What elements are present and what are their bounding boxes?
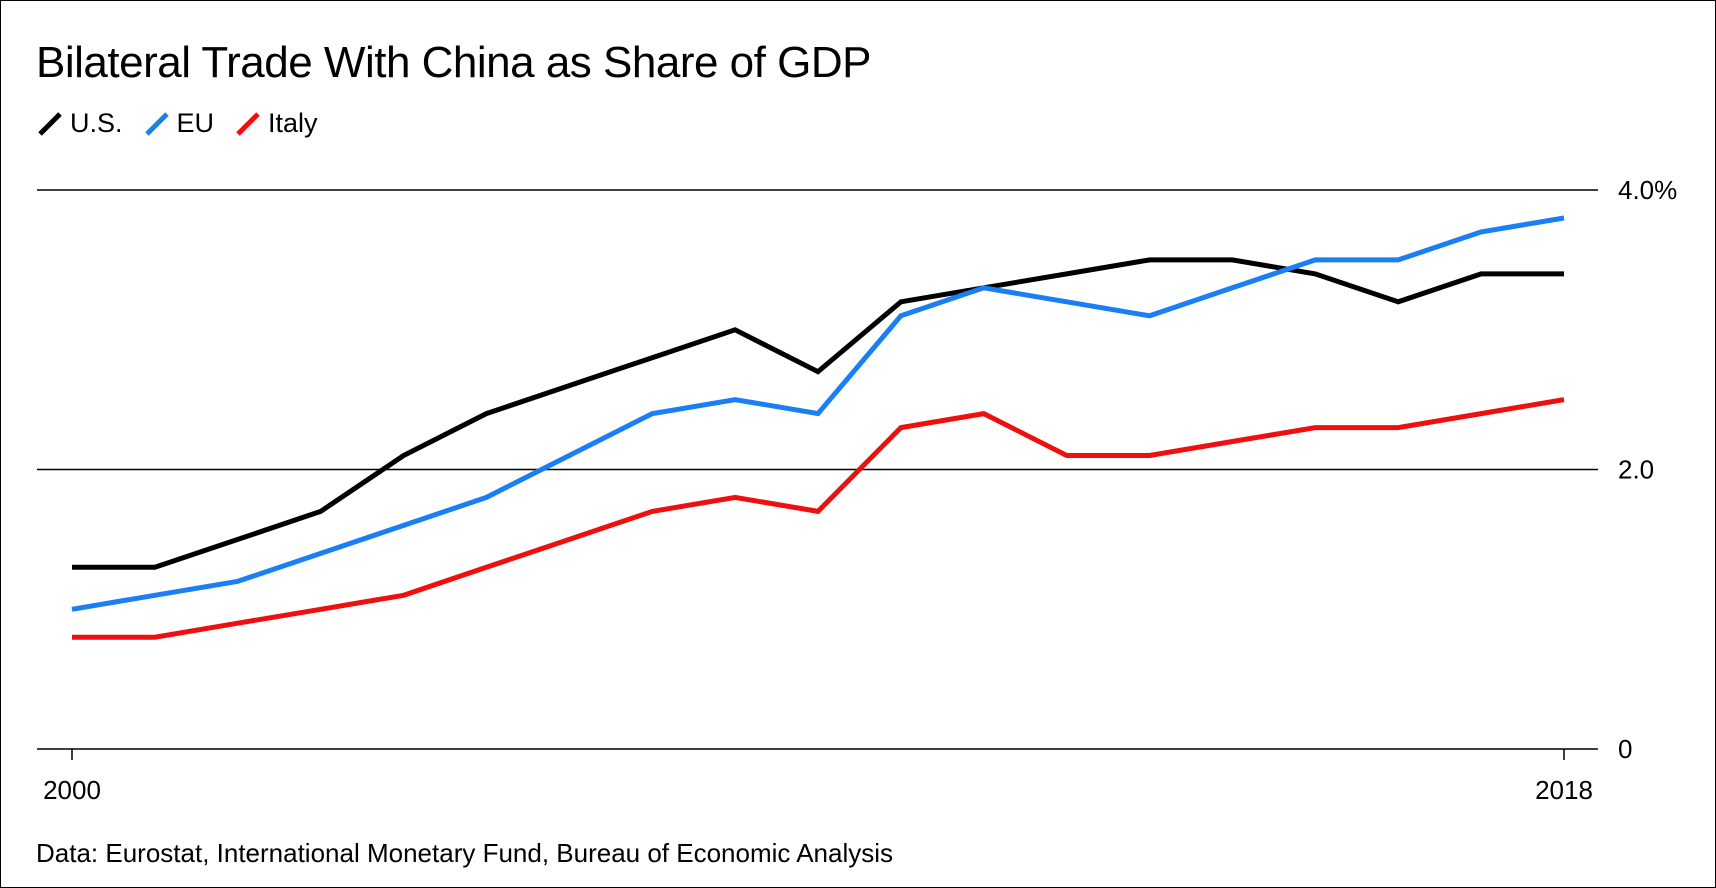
y-tick-label-2: 4.0% <box>1618 175 1677 205</box>
legend-item-us: U.S. <box>36 108 123 139</box>
chart-legend: U.S. EU Italy <box>36 108 338 139</box>
series-line-italy <box>72 397 1565 640</box>
legend-item-eu: EU <box>143 108 215 139</box>
chart-source: Data: Eurostat, International Monetary F… <box>36 838 894 868</box>
x-tick-label-1: 2018 <box>1535 775 1593 805</box>
legend-label-italy: Italy <box>268 108 318 138</box>
legend-label-eu: EU <box>176 108 215 138</box>
legend-swatch-us <box>38 111 62 136</box>
legend-swatch-eu <box>144 111 169 136</box>
y-tick-label-1: 2.0 <box>1618 455 1654 485</box>
series-line-eu <box>71 215 1565 612</box>
x-tick-label-0: 2000 <box>43 775 101 805</box>
legend-item-italy: Italy <box>234 108 318 139</box>
y-tick-label-0: 0 <box>1618 734 1632 764</box>
legend-label-us: U.S. <box>70 108 123 138</box>
legend-swatch-italy <box>236 111 260 136</box>
series-line-u-s <box>72 257 1564 570</box>
chart-title: Bilateral Trade With China as Share of G… <box>36 38 871 87</box>
